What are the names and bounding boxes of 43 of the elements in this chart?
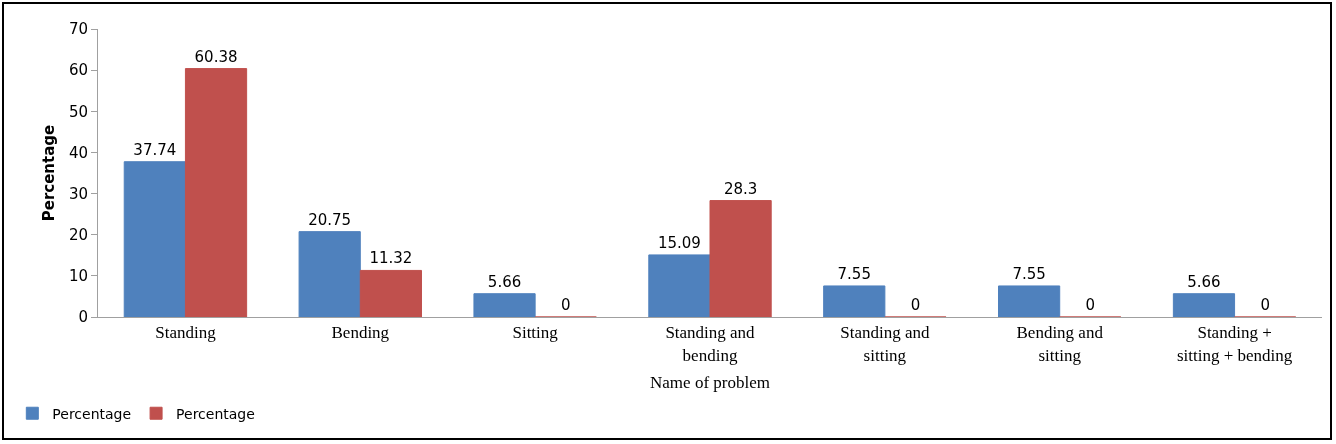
y-tick-label: 60 [68, 61, 88, 80]
x-axis-title: Name of problem [650, 372, 770, 392]
data-label: 11.32 [369, 249, 413, 268]
y-tick-label: 30 [68, 184, 88, 203]
data-label: 7.55 [1012, 264, 1046, 283]
bar [473, 293, 536, 317]
data-label: 0 [1260, 296, 1270, 314]
data-label: 28.3 [723, 179, 758, 198]
y-tick-label: 70 [68, 20, 88, 39]
x-tick-label: Standing [155, 323, 217, 343]
data-label: 7.55 [837, 264, 871, 283]
bar [709, 200, 772, 317]
y-tick-label: 50 [68, 102, 88, 121]
data-label: 15.09 [657, 233, 701, 252]
data-label: 5.66 [487, 272, 522, 291]
y-tick-label: 10 [68, 267, 88, 286]
x-tick-label: Standing and sitting [840, 323, 930, 365]
data-label: 37.74 [133, 140, 177, 159]
bar [823, 285, 886, 317]
bar [123, 161, 186, 317]
data-label: 0 [910, 296, 921, 314]
bar [359, 269, 422, 317]
y-tick-label: 40 [68, 143, 88, 162]
data-label: 0 [560, 296, 571, 314]
x-tick-label: Bending and sitting [1016, 323, 1104, 365]
legend-label: Percentage [176, 405, 255, 422]
data-label: 20.75 [308, 210, 352, 229]
bar [998, 285, 1061, 317]
y-tick-label: 0 [78, 308, 88, 327]
bar [184, 68, 248, 317]
y-axis-title: Percentage [40, 124, 59, 222]
legend-label: Percentage [52, 405, 132, 422]
x-tick-label: Sitting [512, 323, 559, 343]
x-tick-label: Standing and bending [665, 323, 756, 365]
y-tick-label: 20 [68, 225, 88, 244]
data-label: 0 [1085, 296, 1096, 314]
x-tick-label: Standing + sitting + bending [1176, 323, 1293, 365]
data-label: 60.38 [194, 47, 238, 66]
x-tick-label: Bending [331, 323, 390, 343]
data-label: 5.66 [1187, 272, 1221, 291]
bar [298, 231, 361, 317]
bar [1172, 293, 1236, 317]
bar [648, 254, 711, 317]
